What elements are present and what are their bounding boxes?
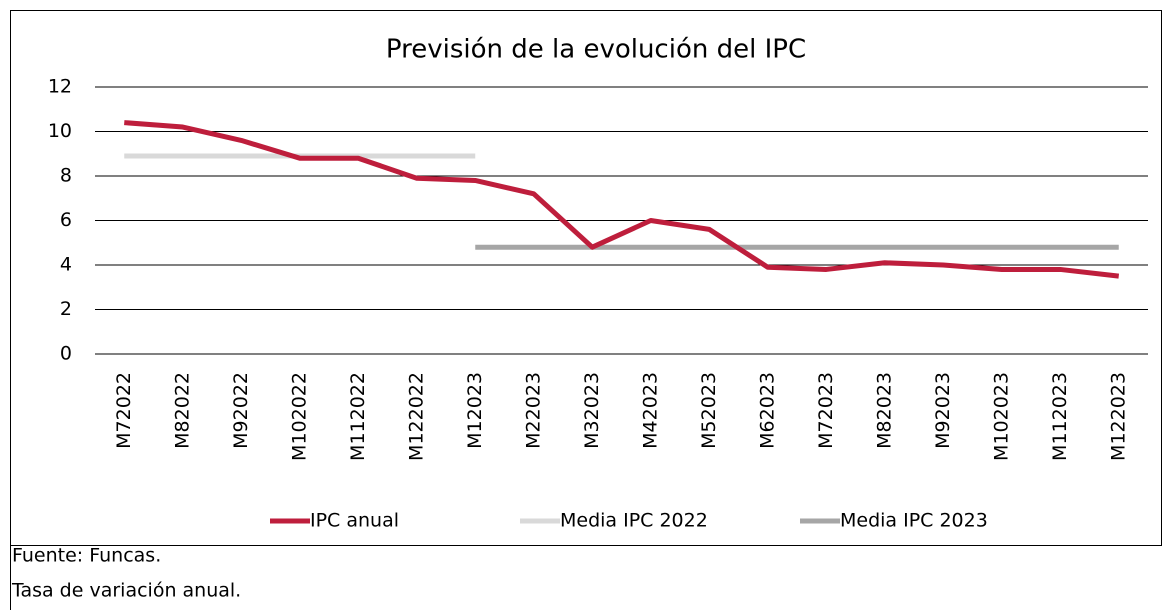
x-tick-label: M42023 bbox=[639, 372, 661, 449]
x-tick-label: M122022 bbox=[405, 372, 427, 461]
x-tick-label: M22023 bbox=[522, 372, 544, 449]
legend-label: IPC anual bbox=[310, 510, 399, 532]
y-tick-label: 6 bbox=[60, 209, 72, 231]
y-tick-label: 8 bbox=[60, 165, 72, 187]
note: Fuente: Funcas. bbox=[12, 545, 161, 567]
x-tick-label: M122023 bbox=[1107, 372, 1129, 461]
y-tick-label: 0 bbox=[60, 343, 72, 365]
x-tick-label: M72022 bbox=[113, 372, 135, 449]
chart-title: Previsión de la evolución del IPC bbox=[386, 35, 806, 65]
y-tick-label: 2 bbox=[60, 298, 72, 320]
x-tick-label: M112023 bbox=[1049, 372, 1071, 461]
x-tick-label: M62023 bbox=[756, 372, 778, 449]
x-tick-label: M72023 bbox=[815, 372, 837, 449]
x-tick-label: M32023 bbox=[581, 372, 603, 449]
y-tick-label: 12 bbox=[48, 76, 72, 98]
x-tick-label: M52023 bbox=[698, 372, 720, 449]
y-tick-label: 10 bbox=[48, 120, 72, 142]
x-tick-label: M102022 bbox=[288, 372, 310, 461]
x-tick-label: M102023 bbox=[990, 372, 1012, 461]
note: Tasa de variación anual. bbox=[11, 580, 241, 602]
x-tick-label: M92022 bbox=[230, 372, 252, 449]
series-line bbox=[124, 120, 1120, 279]
legend-label: Media IPC 2022 bbox=[560, 510, 708, 532]
x-tick-label: M82023 bbox=[873, 372, 895, 449]
x-tick-label: M92023 bbox=[932, 372, 954, 449]
x-tick-label: M82022 bbox=[171, 372, 193, 449]
legend-label: Media IPC 2023 bbox=[840, 510, 988, 532]
x-tick-label: M112022 bbox=[347, 372, 369, 461]
chart-frame bbox=[10, 10, 1162, 546]
y-tick-label: 4 bbox=[60, 254, 72, 276]
x-tick-label: M12023 bbox=[464, 372, 486, 449]
